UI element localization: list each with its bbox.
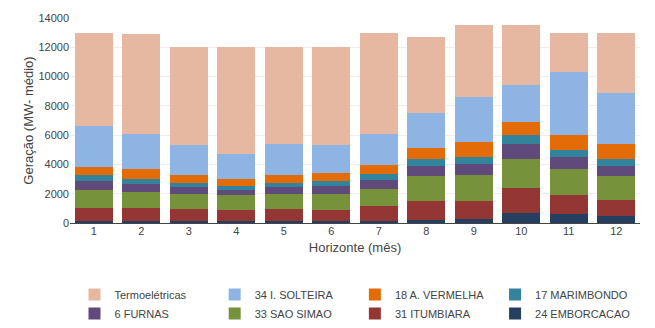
svg-text:6 FURNAS: 6 FURNAS — [115, 308, 169, 320]
svg-text:4: 4 — [233, 225, 239, 237]
svg-text:11: 11 — [563, 225, 574, 237]
svg-text:10: 10 — [515, 225, 527, 237]
svg-text:12: 12 — [610, 225, 622, 237]
svg-text:34 I. SOLTEIRA: 34 I. SOLTEIRA — [255, 289, 334, 301]
svg-text:Termoelétricas: Termoelétricas — [115, 289, 187, 301]
svg-text:2: 2 — [138, 225, 144, 237]
svg-text:4000: 4000 — [45, 158, 69, 170]
svg-text:5: 5 — [281, 225, 287, 237]
svg-text:0: 0 — [63, 217, 69, 229]
svg-text:24 EMBORCACAO: 24 EMBORCACAO — [535, 308, 630, 320]
svg-text:9: 9 — [471, 225, 477, 237]
svg-text:8000: 8000 — [45, 100, 69, 112]
svg-text:7: 7 — [376, 225, 382, 237]
svg-text:6: 6 — [328, 225, 334, 237]
svg-text:33 SAO SIMAO: 33 SAO SIMAO — [255, 308, 332, 320]
svg-text:2000: 2000 — [45, 188, 69, 200]
svg-text:17 MARIMBONDO: 17 MARIMBONDO — [535, 289, 628, 301]
svg-text:Geração (MW- médio): Geração (MW- médio) — [21, 56, 36, 184]
svg-text:Horizonte (mês): Horizonte (mês) — [309, 240, 401, 255]
svg-text:6000: 6000 — [45, 129, 69, 141]
svg-text:12000: 12000 — [38, 41, 69, 53]
svg-text:10000: 10000 — [38, 70, 69, 82]
svg-text:8: 8 — [423, 225, 429, 237]
svg-text:14000: 14000 — [38, 12, 69, 24]
svg-text:31 ITUMBIARA: 31 ITUMBIARA — [395, 308, 471, 320]
svg-text:3: 3 — [186, 225, 192, 237]
svg-text:1: 1 — [91, 225, 97, 237]
svg-text:18 A. VERMELHA: 18 A. VERMELHA — [395, 289, 484, 301]
